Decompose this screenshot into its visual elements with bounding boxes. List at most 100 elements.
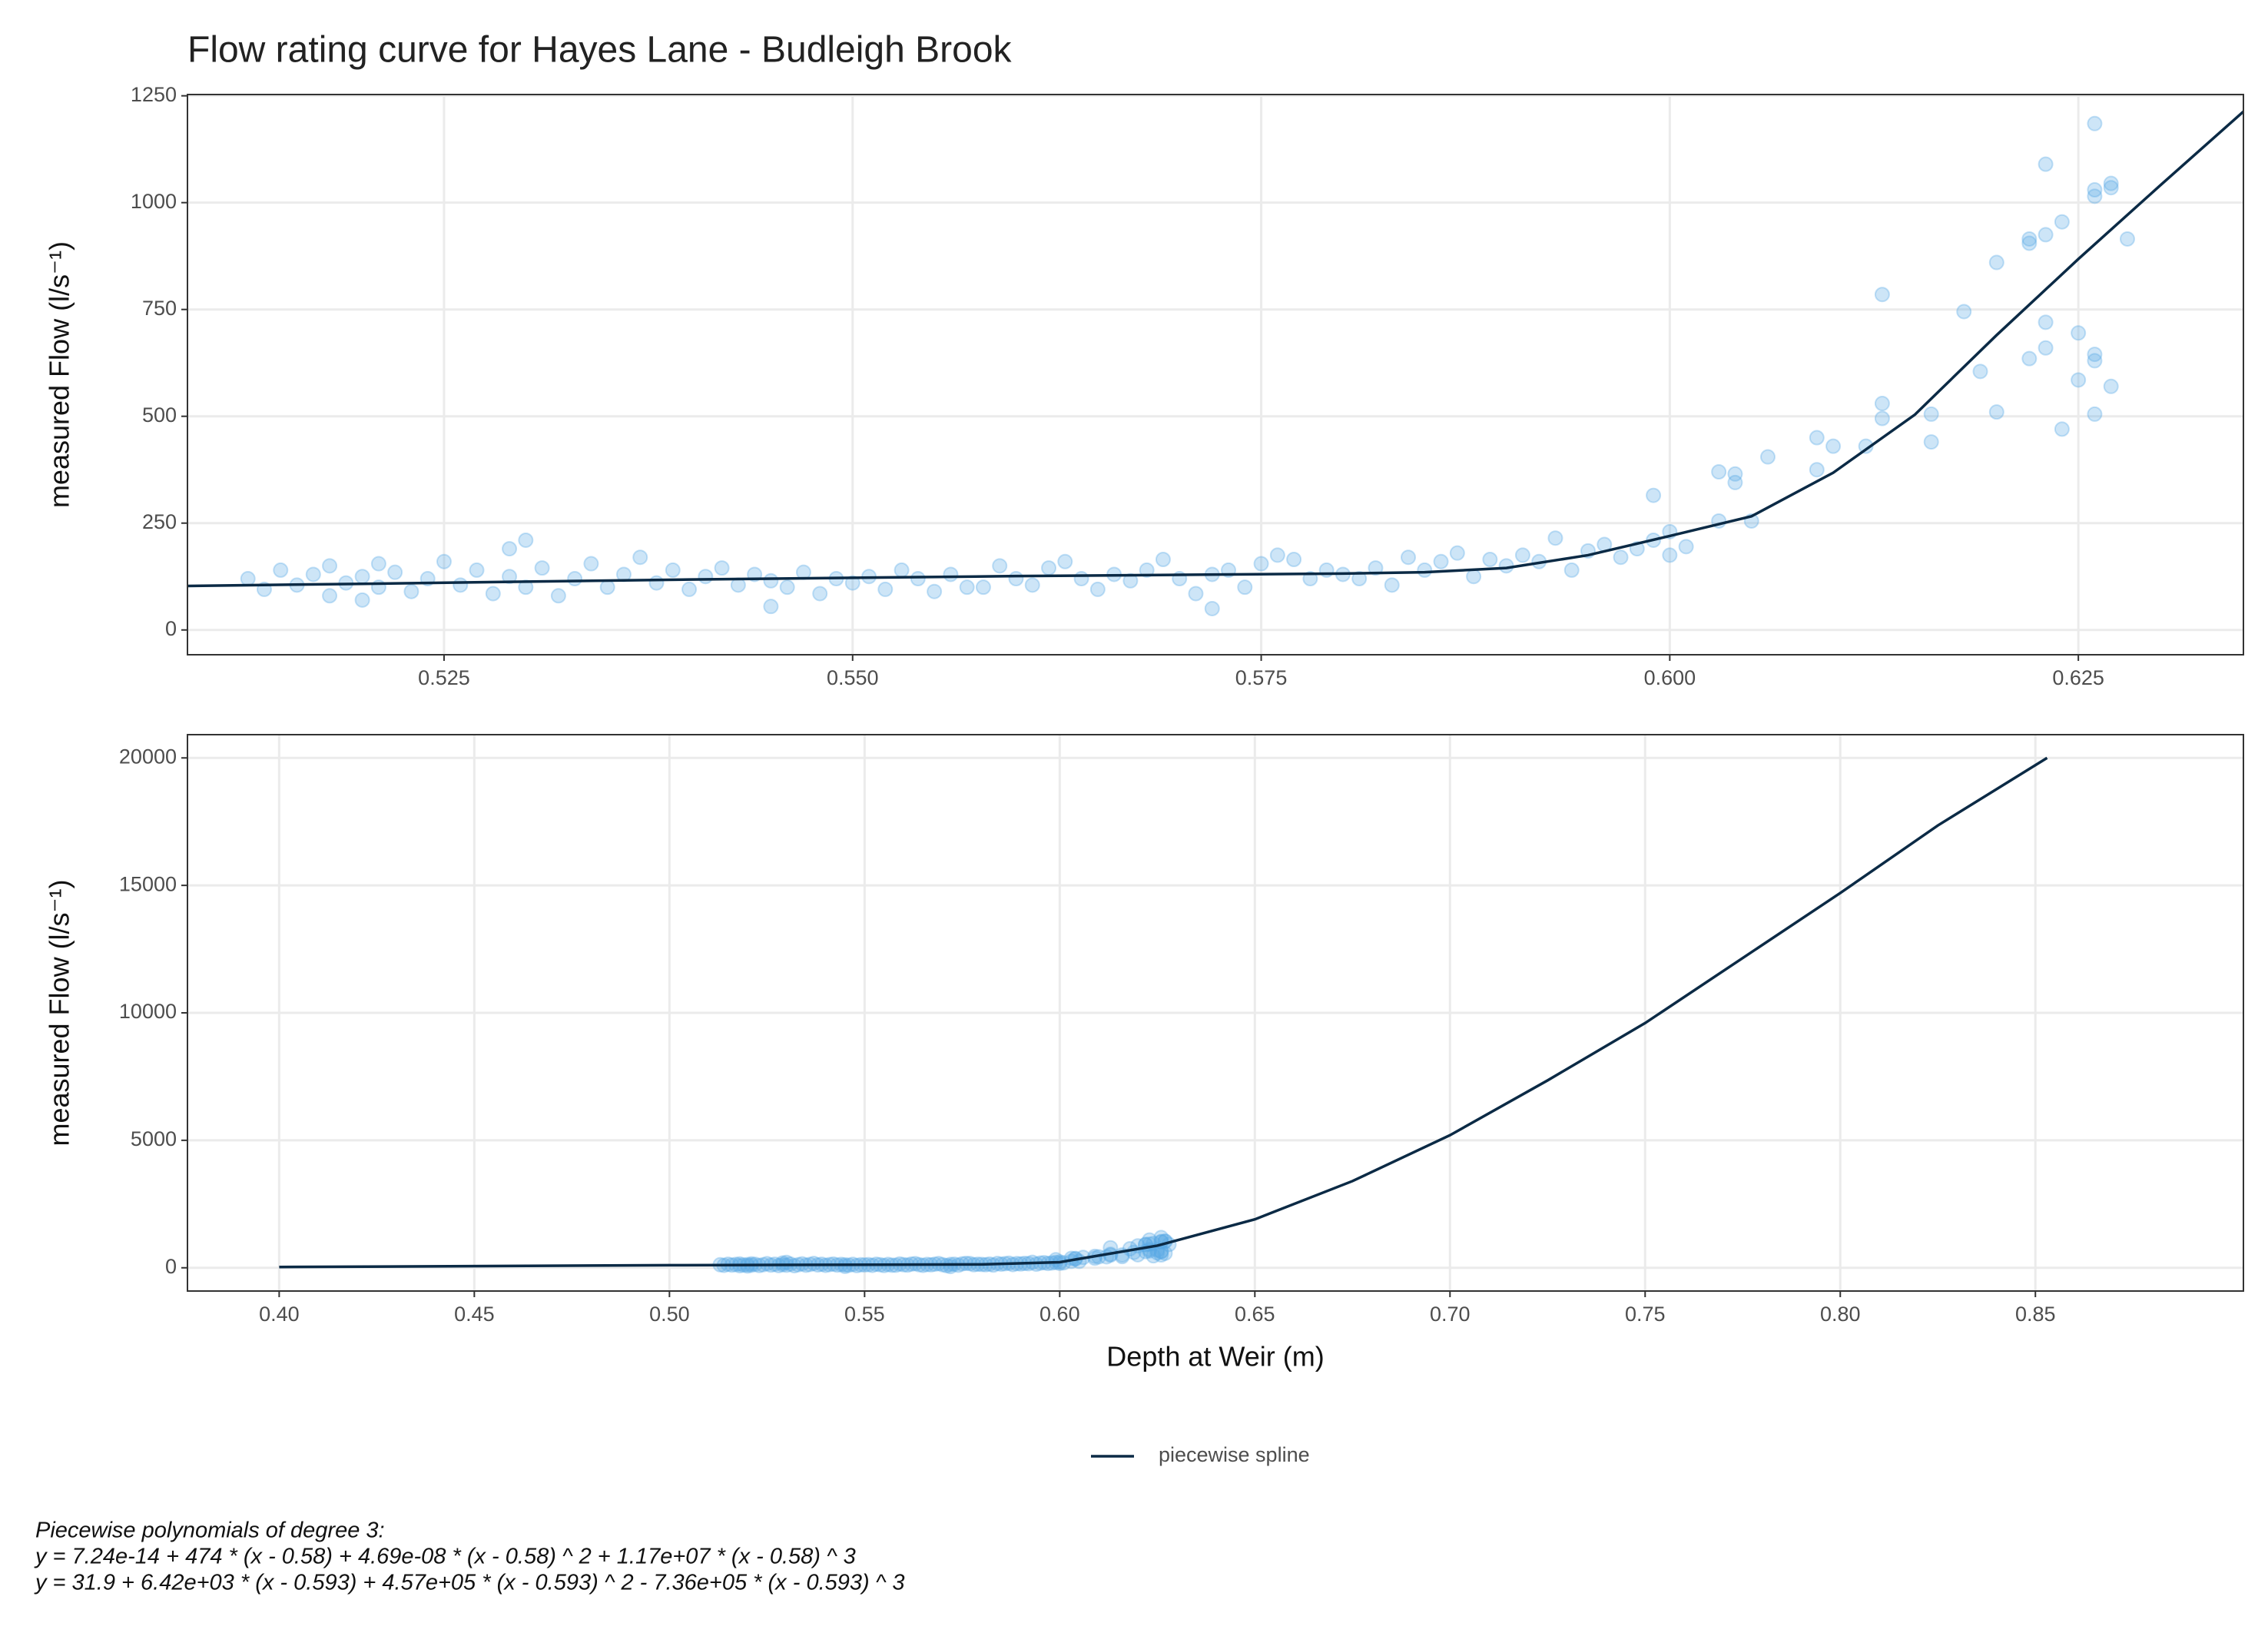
data-point [1157,1245,1173,1261]
data-point [763,573,779,589]
data-point [1956,304,1972,320]
data-point [2038,156,2054,172]
x-tick-label: 0.40 [259,1303,300,1326]
data-point [1253,556,1269,572]
y-axis-title: measured Flow (l/s⁻¹) [44,879,75,1146]
data-point [681,581,698,597]
caption: y = 31.9 + 6.42e+03 * (x - 0.593) + 4.57… [34,1571,905,1595]
x-tick-label: 0.45 [454,1303,495,1326]
data-point [1089,581,1106,597]
data-point [1923,434,1939,450]
data-point [894,562,910,578]
data-point [1466,569,1482,585]
panel-border [187,734,2244,1292]
data-point [1646,487,1662,503]
x-tick-label: 0.50 [649,1303,690,1326]
data-point [1514,547,1530,563]
x-tick-label: 0.80 [1820,1303,1861,1326]
y-tick-label: 15000 [119,872,177,895]
data-point [2054,421,2070,437]
data-point [1988,254,2004,271]
data-point [1678,539,1694,555]
data-point [2038,227,2054,243]
data-point [2087,347,2103,363]
data-point [1057,553,1073,569]
y-tick-label: 0 [165,1255,177,1278]
data-point [2087,182,2103,198]
data-point [583,556,599,572]
data-point [1269,547,1285,563]
data-point [1482,551,1498,567]
data-point [240,571,256,587]
y-tick-label: 0 [165,617,177,640]
data-point [370,556,386,572]
data-point [779,579,795,596]
data-point [943,566,959,583]
data-point [698,569,714,585]
data-point [534,560,550,576]
data-point [322,588,338,604]
data-point [567,571,583,587]
y-axis-title: measured Flow (l/s⁻¹) [44,241,75,508]
data-point [2119,231,2135,247]
data-point [1874,287,1890,303]
data-point [1809,430,1825,446]
data-point [1024,577,1040,593]
data-point [1547,530,1563,546]
data-point [1759,449,1776,465]
data-point [2038,340,2054,356]
data-point [502,541,518,557]
data-point [2103,175,2119,191]
data-point [485,586,501,602]
data-point [1662,547,1678,563]
data-point [1351,571,1368,587]
data-point [1809,462,1825,478]
y-tick-label: 20000 [119,745,177,768]
data-point [844,575,860,591]
data-point [774,1255,791,1271]
data-point [1286,551,1302,567]
data-point [1188,586,1204,602]
data-point [1302,571,1318,587]
data-point [1368,560,1384,576]
data-point [837,1258,853,1274]
data-point [1727,466,1743,482]
data-point [1727,474,1743,490]
data-point [2103,180,2119,196]
data-point [714,560,730,576]
data-point [518,532,534,548]
data-point [1449,545,1465,561]
data-point [1825,438,1842,454]
y-tick-label: 750 [142,297,177,320]
data-point [273,562,289,578]
data-point [806,1256,822,1272]
data-point [1237,579,1253,596]
x-tick-label: 0.60 [1040,1303,1080,1326]
data-point [1498,558,1514,574]
x-tick-label: 0.70 [1430,1303,1471,1326]
y-tick-label: 1250 [131,83,177,106]
y-tick-label: 1000 [131,190,177,213]
data-point [1153,1246,1169,1263]
data-point [2103,378,2119,394]
data-point [975,579,991,596]
x-tick-label: 0.625 [2052,666,2104,689]
data-point [763,599,779,615]
x-tick-label: 0.65 [1235,1303,1275,1326]
data-point [877,581,894,597]
chart-title: Flow rating curve for Hayes Lane - Budle… [187,30,1013,71]
data-point [1417,562,1433,578]
data-point [2021,231,2038,247]
data-point [1401,549,1417,566]
data-point [927,583,943,599]
data-point [2087,406,2103,422]
caption: y = 7.24e-14 + 474 * (x - 0.58) + 4.69e-… [34,1545,856,1569]
data-point [1858,438,1874,454]
data-point [453,577,469,593]
data-point [648,575,665,591]
data-point [2087,188,2103,204]
data-point [2021,235,2038,251]
data-point [1923,406,1939,422]
data-point [354,592,370,608]
x-tick-label: 0.525 [418,666,470,689]
